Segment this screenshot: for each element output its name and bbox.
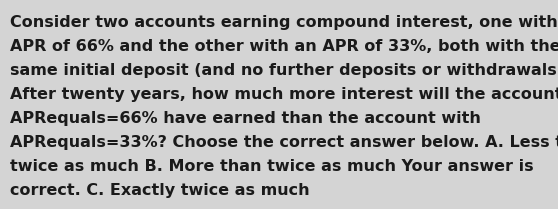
Text: APRequals=66% have earned than the account with: APRequals=66% have earned than the accou… — [10, 111, 481, 126]
Text: same initial deposit (and no further deposits or withdrawals).: same initial deposit (and no further dep… — [10, 63, 558, 78]
Text: APRequals=33%? Choose the correct answer below. A. Less than: APRequals=33%? Choose the correct answer… — [10, 135, 558, 150]
Text: twice as much B. More than twice as much Your answer is: twice as much B. More than twice as much… — [10, 159, 533, 174]
Text: correct. C. Exactly twice as much: correct. C. Exactly twice as much — [10, 183, 310, 198]
Text: Consider two accounts earning compound interest, one with an: Consider two accounts earning compound i… — [10, 15, 558, 30]
Text: After twenty years, how much more interest will the account with: After twenty years, how much more intere… — [10, 87, 558, 102]
Text: APR of 66% and the other with an APR of 33%, both with the: APR of 66% and the other with an APR of … — [10, 39, 558, 54]
